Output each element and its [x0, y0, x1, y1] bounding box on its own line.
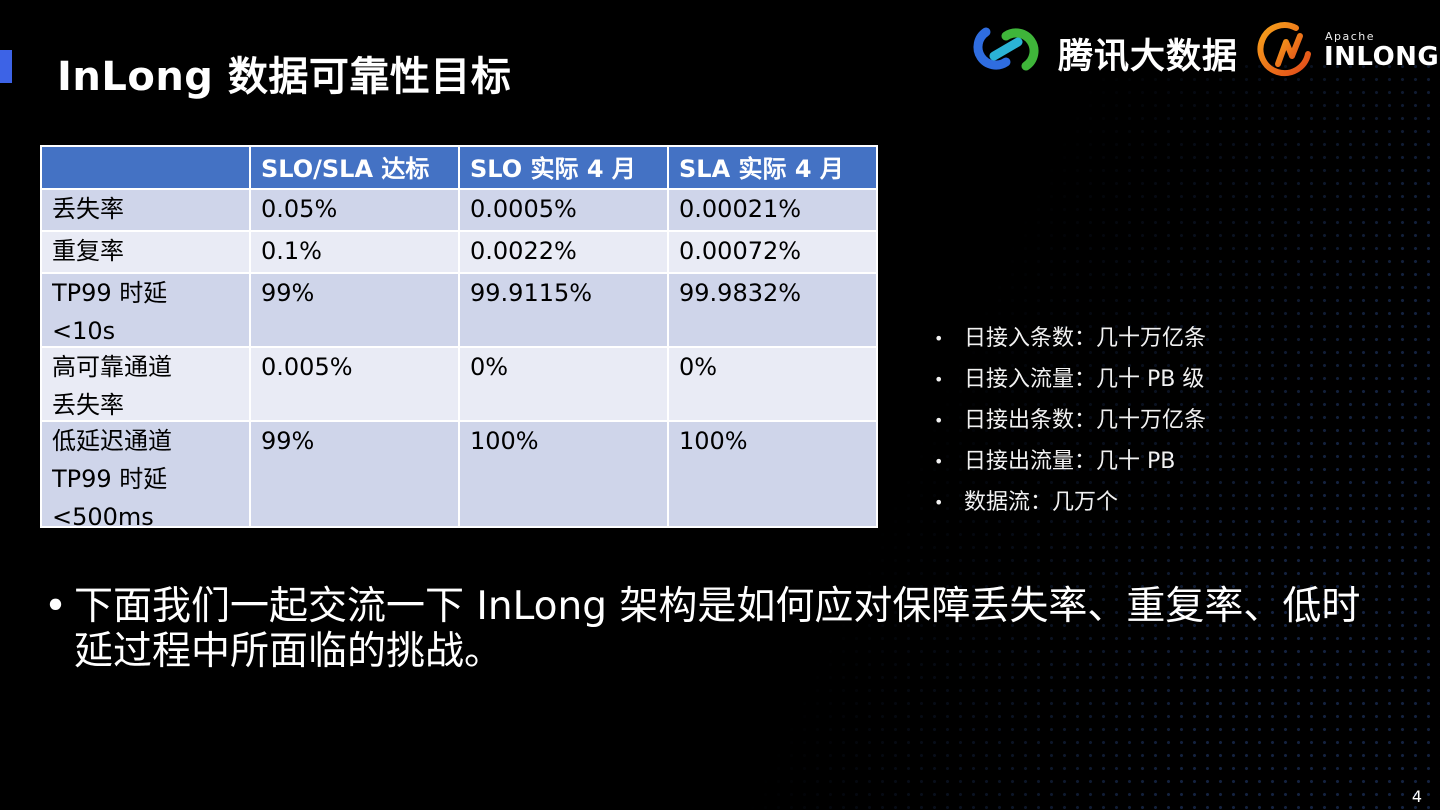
table-row-label-text: TP99 时延 <10s	[52, 279, 168, 345]
stat-text: 日接出条数：几十万亿条	[964, 408, 1207, 433]
stat-text: 数据流：几万个	[964, 490, 1119, 515]
table-cell: 99.9115%	[458, 272, 669, 348]
apache-inlong-logo-icon	[1257, 22, 1311, 77]
table-cell: 0.00072%	[667, 230, 878, 274]
stat-text: 日接入流量：几十 PB 级	[964, 367, 1205, 392]
tencent-bigdata-wordmark: 腾讯大数据	[1058, 37, 1239, 77]
table-header-cell: SLO 实际 4 月	[458, 145, 669, 190]
table-row-label: TP99 时延 <10s	[40, 272, 251, 348]
table-cell: 100%	[667, 420, 878, 528]
list-item: • 日接出流量：几十 PB	[934, 441, 1206, 482]
table-cell: 99%	[249, 272, 460, 348]
reliability-table: SLO/SLA 达标 SLO 实际 4 月 SLA 实际 4 月 丢失率 0.0…	[40, 145, 878, 528]
table-row: 高可靠通道丢失率 0.005% 0% 0%	[40, 346, 878, 422]
table-row-label: 重复率	[40, 230, 251, 274]
table-header-cell: SLA 实际 4 月	[667, 145, 878, 190]
table-cell: 0.005%	[249, 346, 460, 422]
table-cell: 100%	[458, 420, 669, 528]
list-item: • 数据流：几万个	[934, 482, 1206, 523]
tencent-bigdata-logo-icon	[973, 27, 1039, 71]
stat-text: 日接出流量：几十 PB	[964, 449, 1176, 474]
table-cell: 0%	[458, 346, 669, 422]
table-row-label-text: 高可靠通道丢失率	[52, 353, 172, 419]
bullet-icon: •	[934, 411, 944, 430]
table-row: 丢失率 0.05% 0.0005% 0.00021%	[40, 188, 878, 232]
table-header-cell: SLO/SLA 达标	[249, 145, 460, 190]
bullet-icon: •	[44, 584, 68, 629]
table-row-label: 丢失率	[40, 188, 251, 232]
table-cell: 0.1%	[249, 230, 460, 274]
bullet-icon: •	[934, 329, 944, 348]
title-accent-bar	[0, 50, 12, 83]
table-cell: 99%	[249, 420, 460, 528]
list-item: • 日接入条数：几十万亿条	[934, 318, 1206, 359]
inlong-wordmark: INLONG	[1324, 42, 1440, 72]
bullet-icon: •	[934, 493, 944, 512]
list-item: • 日接入流量：几十 PB 级	[934, 359, 1206, 400]
table-row: 低延迟通道TP99 时延<500ms 99% 100% 100%	[40, 420, 878, 528]
stats-list: • 日接入条数：几十万亿条 • 日接入流量：几十 PB 级 • 日接出条数：几十万亿条…	[934, 318, 1206, 523]
table-header-row: SLO/SLA 达标 SLO 实际 4 月 SLA 实际 4 月	[40, 145, 878, 190]
table-cell: 99.9832%	[667, 272, 878, 348]
table-cell: 0%	[667, 346, 878, 422]
bullet-icon: •	[934, 452, 944, 471]
bullet-icon: •	[934, 370, 944, 389]
table-row: 重复率 0.1% 0.0022% 0.00072%	[40, 230, 878, 274]
apache-label: Apache	[1325, 30, 1376, 43]
main-bullet-text: 下面我们一起交流一下 InLong 架构是如何应对保障丢失率、重复率、低时延过程…	[74, 584, 1361, 674]
table-row-label: 低延迟通道TP99 时延<500ms	[40, 420, 251, 528]
table-cell: 0.00021%	[667, 188, 878, 232]
main-bullet-point: • 下面我们一起交流一下 InLong 架构是如何应对保障丢失率、重复率、低时延…	[44, 584, 1374, 674]
list-item: • 日接出条数：几十万亿条	[934, 400, 1206, 441]
table-cell: 0.0005%	[458, 188, 669, 232]
table-header-cell	[40, 145, 251, 190]
table-row-label-text: 低延迟通道TP99 时延<500ms	[52, 427, 172, 526]
page-number: 4	[1411, 787, 1422, 806]
slide-title: InLong 数据可靠性目标	[57, 54, 512, 100]
table-cell: 0.05%	[249, 188, 460, 232]
stat-text: 日接入条数：几十万亿条	[964, 326, 1207, 351]
table-row-label: 高可靠通道丢失率	[40, 346, 251, 422]
table-row: TP99 时延 <10s 99% 99.9115% 99.9832%	[40, 272, 878, 348]
table-cell: 0.0022%	[458, 230, 669, 274]
